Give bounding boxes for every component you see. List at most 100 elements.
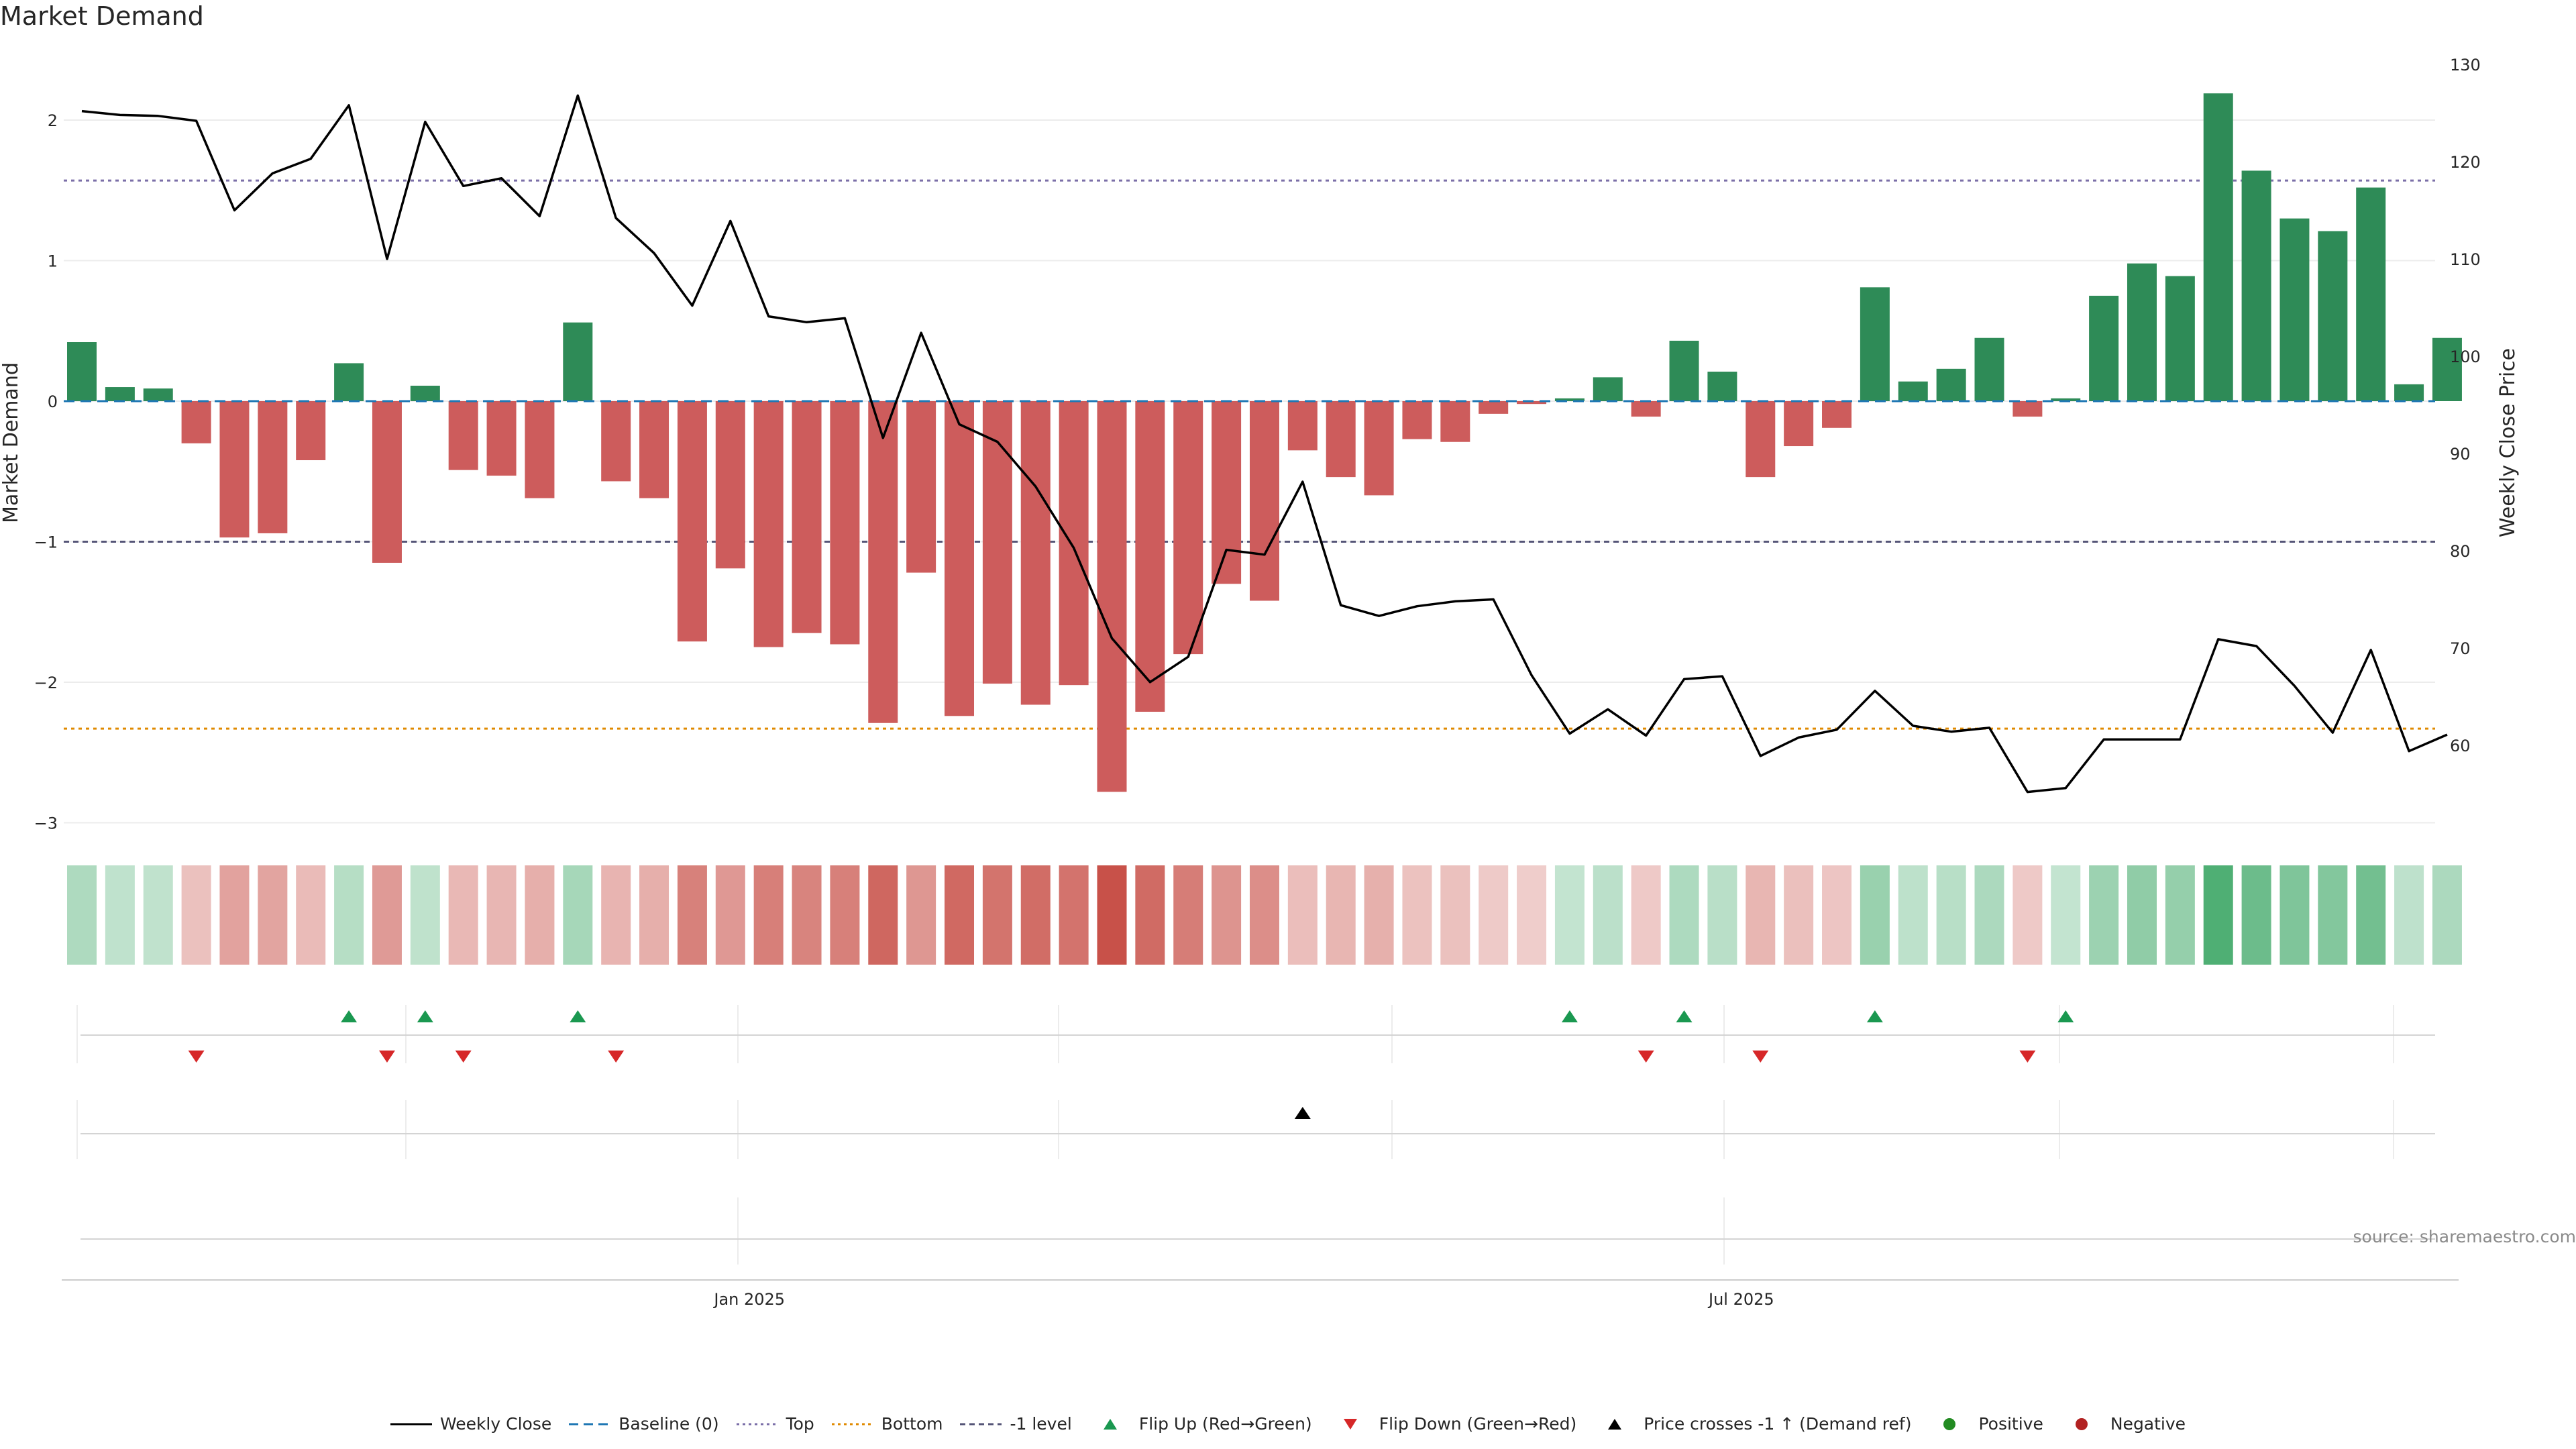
- y-tick-label: 0: [48, 392, 58, 411]
- demand-bar: [1669, 340, 1699, 401]
- demand-bar: [1554, 398, 1585, 401]
- heat-cell: [2012, 865, 2043, 965]
- heat-cell: [753, 865, 784, 965]
- legend-label: Flip Up (Red→Green): [1138, 1414, 1312, 1434]
- heat-cell: [639, 865, 669, 965]
- demand-bar: [2127, 263, 2157, 401]
- heat-cell: [715, 865, 745, 965]
- heat-cell: [410, 865, 440, 965]
- heat-cell: [296, 865, 326, 965]
- heat-cell: [792, 865, 822, 965]
- heat-cell: [1936, 865, 1966, 965]
- flip-down-marker: [378, 1051, 395, 1063]
- flip-down-marker: [455, 1051, 472, 1063]
- demand-bar: [639, 401, 669, 498]
- heat-cell: [1364, 865, 1394, 965]
- y-axis-label: Market Demand: [0, 362, 23, 523]
- weekly-close-line: [81, 94, 2448, 794]
- heat-cell: [2127, 865, 2157, 965]
- demand-bar: [1631, 401, 1661, 417]
- heat-cell: [1020, 865, 1051, 965]
- flip-down-marker: [1752, 1051, 1769, 1063]
- y2-tick-label: 90: [2450, 445, 2471, 464]
- legend-item-weekly-close: Weekly Close: [390, 1414, 551, 1434]
- heat-cell: [1402, 865, 1432, 965]
- legend-label: Baseline (0): [619, 1414, 719, 1434]
- demand-bar: [1402, 401, 1432, 439]
- heat-cell: [372, 865, 402, 965]
- heat-cell: [2279, 865, 2310, 965]
- demand-bar: [334, 363, 364, 401]
- demand-bar: [1135, 401, 1165, 712]
- demand-bar: [1898, 381, 1928, 401]
- legend-label: -1 level: [1010, 1414, 1072, 1434]
- minus1-dashed-line-icon: [960, 1418, 1002, 1430]
- demand-bar: [105, 387, 135, 401]
- legend-label: Price crosses -1 ↑ (Demand ref): [1644, 1414, 1912, 1434]
- flip-down-marker: [608, 1051, 625, 1063]
- legend-item-bottom: Bottom: [831, 1414, 943, 1434]
- heat-cell: [1631, 865, 1661, 965]
- heat-cell: [1669, 865, 1699, 965]
- heat-cell: [1974, 865, 2004, 965]
- demand-bar: [67, 342, 97, 401]
- heat-cell: [945, 865, 975, 965]
- demand-bar: [143, 388, 173, 401]
- heat-cell: [1135, 865, 1165, 965]
- y2-tick-label: 60: [2450, 737, 2471, 755]
- x-tick-label: Jul 2025: [1707, 1290, 1774, 1309]
- demand-bar: [1593, 377, 1623, 401]
- demand-bar: [486, 401, 517, 476]
- demand-bar: [1097, 401, 1127, 792]
- demand-bar: [2203, 93, 2233, 401]
- legend-label: Flip Down (Green→Red): [1379, 1414, 1577, 1434]
- heat-cell: [2241, 865, 2271, 965]
- heat-cell: [525, 865, 555, 965]
- y2-tick-label: 100: [2450, 347, 2481, 366]
- heat-cell: [1059, 865, 1089, 965]
- demand-bar: [258, 401, 288, 533]
- demand-bar: [2394, 384, 2424, 401]
- heat-cell: [1479, 865, 1509, 965]
- legend-item-minus1: -1 level: [960, 1414, 1072, 1434]
- demand-bar: [1326, 401, 1356, 478]
- heat-cell: [563, 865, 593, 965]
- demand-bar: [2356, 187, 2386, 401]
- demand-bar: [830, 401, 860, 645]
- demand-bar: [2432, 337, 2462, 401]
- demand-bar: [868, 401, 898, 723]
- heat-cell: [2089, 865, 2119, 965]
- heat-cell: [1746, 865, 1776, 965]
- heat-cell: [67, 865, 97, 965]
- heat-cell: [1173, 865, 1203, 965]
- demand-bar: [2012, 401, 2043, 417]
- y2-tick-label: 110: [2450, 250, 2481, 269]
- y2-tick-label: 120: [2450, 153, 2481, 172]
- heat-cell: [1249, 865, 1279, 965]
- demand-bar: [1020, 401, 1051, 705]
- y-tick-label: −1: [34, 533, 58, 552]
- demand-bar: [372, 401, 402, 563]
- heat-cell: [601, 865, 631, 965]
- heat-cell: [1784, 865, 1814, 965]
- triangle-up-green-icon: [1089, 1418, 1131, 1430]
- demand-bar: [2051, 398, 2081, 401]
- legend-item-negative: Negative: [2061, 1414, 2186, 1434]
- heat-cell: [1707, 865, 1737, 965]
- heat-cell: [486, 865, 517, 965]
- demand-bar: [2089, 295, 2119, 401]
- demand-bar: [2279, 218, 2310, 401]
- legend-label: Top: [786, 1414, 814, 1434]
- heat-cell: [334, 865, 364, 965]
- heat-cell: [448, 865, 478, 965]
- heat-cell: [982, 865, 1012, 965]
- flip-up-marker: [570, 1010, 586, 1022]
- legend-item-top: Top: [736, 1414, 814, 1434]
- top-dotted-line-icon: [736, 1418, 778, 1430]
- heat-cell: [1097, 865, 1127, 965]
- demand-bar: [1212, 401, 1242, 584]
- y-tick-label: 2: [48, 111, 58, 130]
- demand-bar: [1936, 368, 1966, 401]
- heat-cell: [219, 865, 250, 965]
